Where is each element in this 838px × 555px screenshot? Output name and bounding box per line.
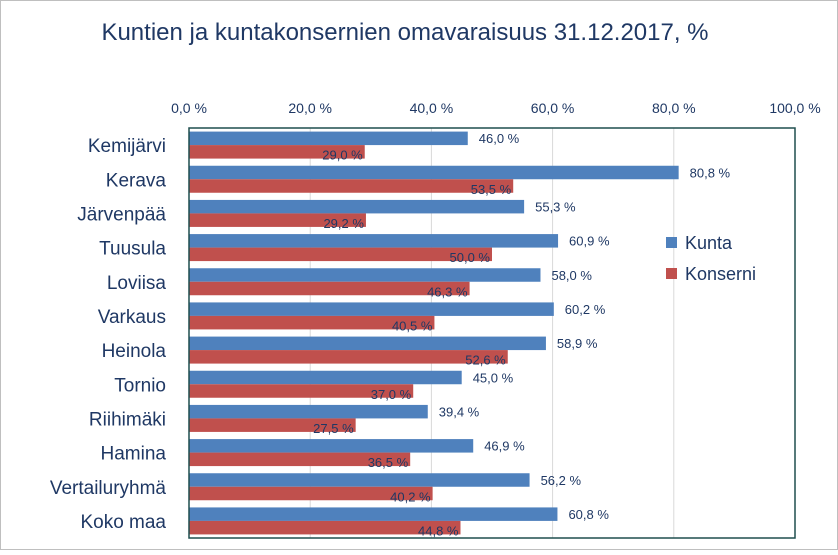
- data-label-kunta: 46,0 %: [479, 131, 520, 146]
- bars: [189, 131, 679, 535]
- bar-kunta: [189, 268, 541, 282]
- category-label: Kerava: [106, 170, 167, 191]
- bar-konserni: [189, 213, 366, 227]
- data-label-kunta: 60,9 %: [569, 234, 610, 249]
- category-label: Kemijärvi: [88, 136, 166, 157]
- legend-swatch-konserni: [666, 268, 677, 279]
- x-tick-label: 0,0 %: [171, 100, 207, 116]
- x-tick-label: 20,0 %: [288, 100, 332, 116]
- category-label: Tuusula: [99, 239, 166, 260]
- data-label-kunta: 60,2 %: [565, 302, 606, 317]
- bar-kunta: [189, 439, 474, 453]
- category-label: Koko maa: [80, 512, 166, 533]
- bar-kunta: [189, 473, 530, 487]
- chart-title: Kuntien ja kuntakonsernien omavaraisuus …: [101, 19, 708, 46]
- data-label-konserni: 29,2 %: [323, 216, 364, 231]
- x-tick-label: 60,0 %: [531, 100, 575, 116]
- grid-lines: [309, 128, 675, 538]
- data-label-konserni: 53,5 %: [471, 182, 512, 197]
- legend-label-konserni: Konserni: [685, 264, 756, 284]
- data-label-konserni: 46,3 %: [427, 284, 468, 299]
- data-label-kunta: 58,9 %: [557, 336, 598, 351]
- bar-kunta: [189, 131, 468, 146]
- x-tick-label: 40,0 %: [410, 100, 454, 116]
- bar-konserni: [189, 281, 470, 296]
- category-label: Varkaus: [98, 307, 166, 328]
- bar-kunta: [189, 507, 558, 521]
- category-label: Järvenpää: [77, 204, 166, 225]
- bar-konserni: [189, 315, 435, 330]
- data-label-konserni: 37,0 %: [371, 387, 412, 402]
- data-label-konserni: 40,2 %: [390, 489, 431, 504]
- data-label-kunta: 45,0 %: [473, 370, 514, 385]
- plot-area-border: [188, 127, 796, 539]
- bar-kunta: [189, 234, 559, 248]
- category-labels: Kemijärvi Kerava Järvenpää Tuusula Loviisa Va…: [50, 136, 167, 533]
- bar-kunta: [189, 199, 525, 214]
- x-tick-label: 100,0 %: [769, 100, 820, 116]
- bar-kunta: [189, 370, 462, 385]
- bar-konserni: [189, 145, 365, 159]
- x-axis-ticks: 0,0 % 20,0 % 40,0 % 60,0 % 80,0 % 100,0 %: [171, 100, 821, 116]
- bar-konserni: [189, 486, 433, 501]
- legend: Kunta Konserni: [666, 233, 756, 284]
- data-label-kunta: 58,0 %: [551, 268, 592, 283]
- category-label: Heinola: [102, 341, 167, 362]
- category-label: Loviisa: [107, 273, 167, 294]
- data-label-kunta: 80,8 %: [690, 165, 731, 180]
- data-label-kunta: 46,9 %: [484, 439, 525, 454]
- data-label-konserni: 52,6 %: [465, 353, 506, 368]
- bar-konserni: [189, 418, 356, 432]
- data-label-konserni: 36,5 %: [368, 455, 409, 470]
- bar-kunta: [189, 302, 554, 316]
- bar-konserni: [189, 247, 492, 262]
- data-label-konserni: 50,0 %: [450, 250, 491, 265]
- bar-konserni: [189, 384, 414, 398]
- category-label: Hamina: [101, 444, 167, 465]
- category-label: Riihimäki: [89, 409, 166, 430]
- x-tick-label: 80,0 %: [652, 100, 696, 116]
- legend-swatch-kunta: [666, 237, 677, 248]
- data-label-kunta: 60,8 %: [568, 507, 609, 522]
- bar-kunta: [189, 404, 428, 419]
- bar-konserni: [189, 520, 461, 535]
- category-label: Vertailuryhmä: [50, 478, 167, 499]
- data-label-konserni: 27,5 %: [313, 421, 354, 436]
- data-label-kunta: 55,3 %: [535, 199, 576, 214]
- data-label-konserni: 44,8 %: [418, 523, 459, 538]
- legend-label-kunta: Kunta: [685, 233, 733, 253]
- bar-konserni: [189, 452, 411, 467]
- bar-kunta: [189, 336, 546, 351]
- bar-kunta: [189, 165, 679, 180]
- category-label: Tornio: [114, 375, 166, 396]
- data-labels: 46,0 % 29,0 % 80,8 % 53,5 % 55,3 % 29,2 % 60,9…: [313, 131, 730, 538]
- bar-konserni: [189, 350, 508, 364]
- data-label-konserni: 40,5 %: [392, 318, 433, 333]
- data-label-kunta: 39,4 %: [439, 404, 480, 419]
- bar-konserni: [189, 179, 514, 193]
- data-label-kunta: 56,2 %: [541, 473, 582, 488]
- data-label-konserni: 29,0 %: [322, 148, 363, 163]
